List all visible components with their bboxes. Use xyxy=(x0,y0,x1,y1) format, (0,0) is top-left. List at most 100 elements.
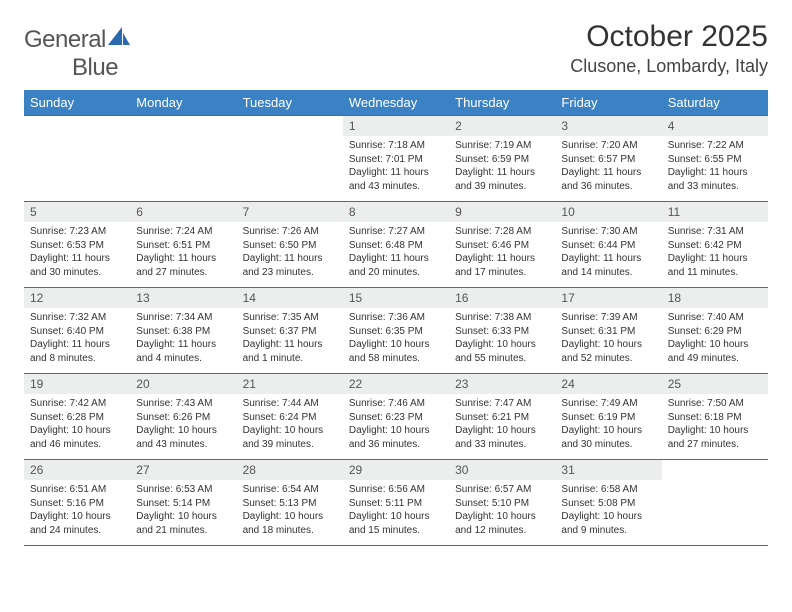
calendar-day-cell: 4Sunrise: 7:22 AMSunset: 6:55 PMDaylight… xyxy=(662,116,768,202)
calendar-day-cell: 31Sunrise: 6:58 AMSunset: 5:08 PMDayligh… xyxy=(555,460,661,546)
sunrise-text: Sunrise: 7:32 AM xyxy=(30,311,124,325)
sunrise-text: Sunrise: 7:38 AM xyxy=(455,311,549,325)
sunset-text: Sunset: 5:08 PM xyxy=(561,497,655,511)
daylight-text: and 11 minutes. xyxy=(668,266,762,280)
sunrise-text: Sunrise: 7:19 AM xyxy=(455,139,549,153)
calendar-day-cell: 14Sunrise: 7:35 AMSunset: 6:37 PMDayligh… xyxy=(237,288,343,374)
sunrise-text: Sunrise: 7:30 AM xyxy=(561,225,655,239)
sunset-text: Sunset: 6:42 PM xyxy=(668,239,762,253)
sunset-text: Sunset: 6:35 PM xyxy=(349,325,443,339)
day-content: Sunrise: 7:35 AMSunset: 6:37 PMDaylight:… xyxy=(237,308,343,369)
day-number: 2 xyxy=(449,116,555,136)
sunrise-text: Sunrise: 7:47 AM xyxy=(455,397,549,411)
sunset-text: Sunset: 6:59 PM xyxy=(455,153,549,167)
daylight-text: Daylight: 10 hours xyxy=(349,338,443,352)
sunrise-text: Sunrise: 7:44 AM xyxy=(243,397,337,411)
daylight-text: and 39 minutes. xyxy=(243,438,337,452)
calendar-week-row: 12Sunrise: 7:32 AMSunset: 6:40 PMDayligh… xyxy=(24,288,768,374)
sunset-text: Sunset: 7:01 PM xyxy=(349,153,443,167)
sunrise-text: Sunrise: 6:56 AM xyxy=(349,483,443,497)
day-content: Sunrise: 6:56 AMSunset: 5:11 PMDaylight:… xyxy=(343,480,449,541)
daylight-text: and 8 minutes. xyxy=(30,352,124,366)
day-number: 12 xyxy=(24,288,130,308)
day-content: Sunrise: 6:58 AMSunset: 5:08 PMDaylight:… xyxy=(555,480,661,541)
daylight-text: Daylight: 11 hours xyxy=(136,338,230,352)
sunset-text: Sunset: 6:57 PM xyxy=(561,153,655,167)
day-number: 27 xyxy=(130,460,236,480)
logo-text-1: General xyxy=(24,26,106,53)
day-number: 23 xyxy=(449,374,555,394)
day-content: Sunrise: 7:34 AMSunset: 6:38 PMDaylight:… xyxy=(130,308,236,369)
daylight-text: and 30 minutes. xyxy=(561,438,655,452)
daylight-text: Daylight: 10 hours xyxy=(243,510,337,524)
calendar-day-cell xyxy=(24,116,130,202)
sunrise-text: Sunrise: 7:50 AM xyxy=(668,397,762,411)
calendar-day-cell: 22Sunrise: 7:46 AMSunset: 6:23 PMDayligh… xyxy=(343,374,449,460)
day-content: Sunrise: 6:53 AMSunset: 5:14 PMDaylight:… xyxy=(130,480,236,541)
sunset-text: Sunset: 6:18 PM xyxy=(668,411,762,425)
weekday-header: Tuesday xyxy=(237,90,343,116)
daylight-text: Daylight: 11 hours xyxy=(349,252,443,266)
daylight-text: Daylight: 11 hours xyxy=(668,166,762,180)
daylight-text: and 27 minutes. xyxy=(668,438,762,452)
daylight-text: and 9 minutes. xyxy=(561,524,655,538)
daylight-text: and 4 minutes. xyxy=(136,352,230,366)
sunrise-text: Sunrise: 7:20 AM xyxy=(561,139,655,153)
daylight-text: and 24 minutes. xyxy=(30,524,124,538)
daylight-text: and 30 minutes. xyxy=(30,266,124,280)
calendar-day-cell: 7Sunrise: 7:26 AMSunset: 6:50 PMDaylight… xyxy=(237,202,343,288)
day-content: Sunrise: 7:23 AMSunset: 6:53 PMDaylight:… xyxy=(24,222,130,283)
day-content: Sunrise: 7:26 AMSunset: 6:50 PMDaylight:… xyxy=(237,222,343,283)
sunset-text: Sunset: 5:11 PM xyxy=(349,497,443,511)
daylight-text: and 58 minutes. xyxy=(349,352,443,366)
sunrise-text: Sunrise: 6:57 AM xyxy=(455,483,549,497)
day-number: 31 xyxy=(555,460,661,480)
day-content: Sunrise: 7:42 AMSunset: 6:28 PMDaylight:… xyxy=(24,394,130,455)
sunrise-text: Sunrise: 6:54 AM xyxy=(243,483,337,497)
calendar-day-cell: 28Sunrise: 6:54 AMSunset: 5:13 PMDayligh… xyxy=(237,460,343,546)
daylight-text: and 14 minutes. xyxy=(561,266,655,280)
calendar-day-cell: 17Sunrise: 7:39 AMSunset: 6:31 PMDayligh… xyxy=(555,288,661,374)
day-content: Sunrise: 7:22 AMSunset: 6:55 PMDaylight:… xyxy=(662,136,768,197)
sunset-text: Sunset: 6:26 PM xyxy=(136,411,230,425)
weekday-header: Wednesday xyxy=(343,90,449,116)
day-content: Sunrise: 7:20 AMSunset: 6:57 PMDaylight:… xyxy=(555,136,661,197)
sunset-text: Sunset: 6:46 PM xyxy=(455,239,549,253)
daylight-text: Daylight: 10 hours xyxy=(30,510,124,524)
calendar-day-cell: 12Sunrise: 7:32 AMSunset: 6:40 PMDayligh… xyxy=(24,288,130,374)
weekday-header: Sunday xyxy=(24,90,130,116)
calendar-day-cell: 6Sunrise: 7:24 AMSunset: 6:51 PMDaylight… xyxy=(130,202,236,288)
sunset-text: Sunset: 5:16 PM xyxy=(30,497,124,511)
calendar-week-row: 26Sunrise: 6:51 AMSunset: 5:16 PMDayligh… xyxy=(24,460,768,546)
sunset-text: Sunset: 6:23 PM xyxy=(349,411,443,425)
day-content: Sunrise: 7:19 AMSunset: 6:59 PMDaylight:… xyxy=(449,136,555,197)
calendar-week-row: 19Sunrise: 7:42 AMSunset: 6:28 PMDayligh… xyxy=(24,374,768,460)
day-number: 14 xyxy=(237,288,343,308)
day-content: Sunrise: 6:54 AMSunset: 5:13 PMDaylight:… xyxy=(237,480,343,541)
daylight-text: Daylight: 11 hours xyxy=(349,166,443,180)
day-content: Sunrise: 7:30 AMSunset: 6:44 PMDaylight:… xyxy=(555,222,661,283)
calendar-day-cell: 15Sunrise: 7:36 AMSunset: 6:35 PMDayligh… xyxy=(343,288,449,374)
daylight-text: and 49 minutes. xyxy=(668,352,762,366)
daylight-text: and 36 minutes. xyxy=(561,180,655,194)
location-subtitle: Clusone, Lombardy, Italy xyxy=(570,56,768,77)
daylight-text: Daylight: 11 hours xyxy=(455,166,549,180)
calendar-day-cell: 8Sunrise: 7:27 AMSunset: 6:48 PMDaylight… xyxy=(343,202,449,288)
day-content: Sunrise: 7:40 AMSunset: 6:29 PMDaylight:… xyxy=(662,308,768,369)
daylight-text: Daylight: 10 hours xyxy=(349,510,443,524)
daylight-text: Daylight: 10 hours xyxy=(561,510,655,524)
day-number: 6 xyxy=(130,202,236,222)
calendar-day-cell: 2Sunrise: 7:19 AMSunset: 6:59 PMDaylight… xyxy=(449,116,555,202)
daylight-text: Daylight: 10 hours xyxy=(668,424,762,438)
calendar-day-cell: 11Sunrise: 7:31 AMSunset: 6:42 PMDayligh… xyxy=(662,202,768,288)
day-number: 25 xyxy=(662,374,768,394)
sunset-text: Sunset: 6:51 PM xyxy=(136,239,230,253)
title-block: October 2025 Clusone, Lombardy, Italy xyxy=(570,20,768,77)
sunset-text: Sunset: 6:53 PM xyxy=(30,239,124,253)
sunset-text: Sunset: 6:24 PM xyxy=(243,411,337,425)
weekday-header: Monday xyxy=(130,90,236,116)
day-number: 9 xyxy=(449,202,555,222)
day-number: 3 xyxy=(555,116,661,136)
day-number: 19 xyxy=(24,374,130,394)
sunrise-text: Sunrise: 6:58 AM xyxy=(561,483,655,497)
